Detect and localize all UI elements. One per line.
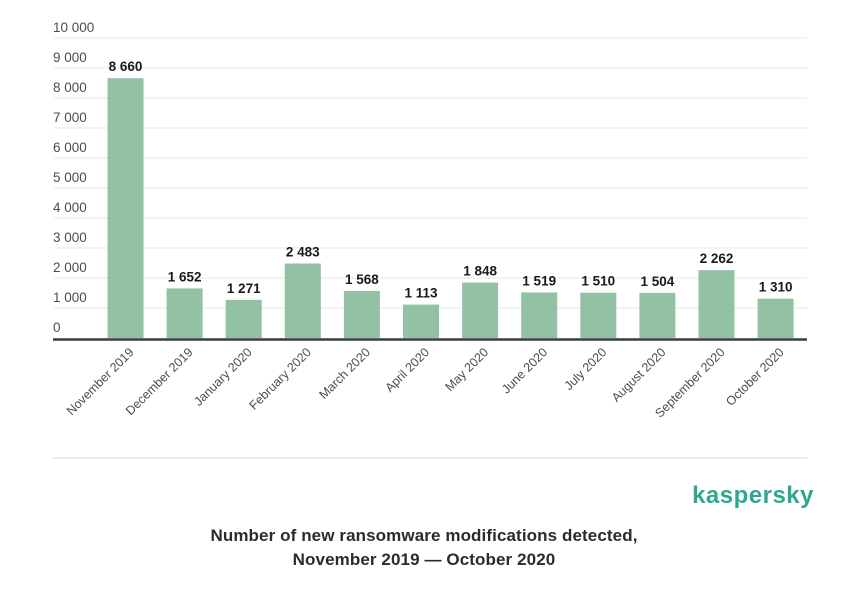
bar-chart-canvas: 0 1 000 2 000 3 000 4 000 5 000 6 000 7 000 8 00… xyxy=(53,20,807,420)
x-axis-tick-label: January 2020 xyxy=(191,345,254,408)
y-axis-tick-label: 8 000 xyxy=(53,80,87,95)
x-axis-tick-label: March 2020 xyxy=(316,345,373,402)
y-axis-tick-label: 2 000 xyxy=(53,260,87,275)
bar-value-label: 8 660 xyxy=(109,59,143,74)
caption-line-1: Number of new ransomware modifications d… xyxy=(210,526,638,545)
bar-value-label: 1 510 xyxy=(581,274,615,289)
bar-value-label: 2 483 xyxy=(286,245,320,260)
bar-value-label: 1 504 xyxy=(641,274,675,289)
x-axis-tick-label: June 2020 xyxy=(499,345,550,396)
bar xyxy=(757,298,794,338)
y-axis-tick-label: 3 000 xyxy=(53,230,87,245)
y-axis-tick-label: 7 000 xyxy=(53,110,87,125)
x-axis-tick-label: August 2020 xyxy=(609,345,669,405)
y-axis-tick-label: 9 000 xyxy=(53,50,87,65)
bar xyxy=(521,292,558,338)
bar-value-label: 2 262 xyxy=(700,251,734,266)
bar-value-label: 1 848 xyxy=(463,264,497,279)
x-axis-tick-label: April 2020 xyxy=(382,345,432,395)
bar-value-label: 1 652 xyxy=(168,269,202,284)
bar xyxy=(698,270,735,338)
bar-value-label: 1 568 xyxy=(345,272,379,287)
bar xyxy=(284,263,321,338)
bar xyxy=(403,304,439,338)
y-axis-tick-label: 0 xyxy=(53,320,61,335)
kaspersky-logo: kaspersky xyxy=(692,482,814,509)
caption-line-2: November 2019 — October 2020 xyxy=(292,550,556,569)
chart-caption: Number of new ransomware modifications d… xyxy=(0,524,848,572)
y-axis-tick-label: 10 000 xyxy=(53,20,94,35)
divider-line xyxy=(53,457,807,459)
bar xyxy=(107,78,144,338)
bar xyxy=(166,288,203,338)
bar-value-label: 1 310 xyxy=(759,280,793,295)
bar xyxy=(639,292,676,338)
bar-value-label: 1 271 xyxy=(227,281,261,296)
x-axis-tick-label: February 2020 xyxy=(247,345,314,412)
bar xyxy=(225,299,262,338)
y-axis-tick-label: 4 000 xyxy=(53,200,87,215)
bar xyxy=(580,292,617,338)
bar xyxy=(462,282,499,338)
y-axis-tick-label: 6 000 xyxy=(53,140,87,155)
x-axis-tick-label: October 2020 xyxy=(723,345,786,408)
y-axis-tick-label: 5 000 xyxy=(53,170,87,185)
y-axis-tick-label: 1 000 xyxy=(53,290,87,305)
bar-value-label: 1 113 xyxy=(404,286,438,301)
bar xyxy=(343,290,380,338)
x-axis-tick-label: May 2020 xyxy=(442,345,491,394)
bar-value-label: 1 519 xyxy=(522,273,556,288)
x-axis-tick-label: July 2020 xyxy=(562,345,610,393)
